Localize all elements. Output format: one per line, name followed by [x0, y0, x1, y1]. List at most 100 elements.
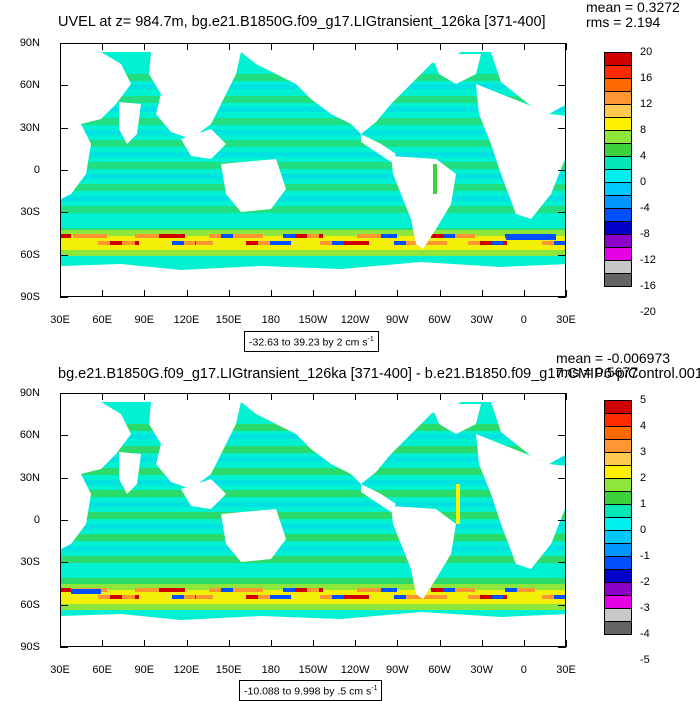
lat-tick-mark: [60, 393, 68, 394]
colorbar-swatch: [604, 78, 632, 92]
lon-tick-mark: [481, 393, 483, 400]
lat-tick-mark: [558, 170, 566, 171]
contour-range: -10.088 to 9.998 by .5 cm s: [244, 685, 372, 698]
acc-streak: [344, 595, 369, 599]
lon-tick-mark: [228, 43, 230, 50]
zonal-band: [61, 502, 565, 507]
contour-range-box: -10.088 to 9.998 by .5 cm s-1: [239, 680, 383, 701]
colorbar-label: -12: [640, 254, 656, 266]
zonal-band: [61, 184, 565, 191]
lon-tick-label: 30E: [50, 664, 70, 676]
lat-tick-label: 60S: [20, 248, 40, 261]
lon-tick-label: 60W: [428, 314, 451, 326]
acc-streak: [455, 588, 475, 592]
lon-tick-mark: [60, 290, 61, 297]
lat-tick-mark: [558, 85, 566, 87]
lon-tick-mark: [144, 290, 146, 297]
acc-streak: [468, 595, 489, 599]
lon-tick-label: 120W: [340, 664, 370, 676]
acc-streak: [320, 241, 333, 245]
colorbar-swatch: [604, 491, 632, 505]
map-frame: [60, 393, 566, 647]
colorbar-swatch: [604, 543, 632, 557]
acc-streak: [233, 234, 263, 238]
lat-tick-mark: [60, 477, 68, 479]
zonal-band: [61, 524, 565, 529]
acc-streak: [505, 588, 517, 592]
lon-tick-mark: [102, 43, 104, 50]
colorbar-swatch: [604, 195, 632, 209]
boundary-current: [433, 164, 437, 194]
colorbar: [604, 400, 632, 635]
map-canvas: [61, 394, 565, 646]
lat-tick-mark: [60, 435, 68, 437]
lon-tick-label: 120W: [340, 314, 370, 326]
acc-streak: [443, 588, 457, 592]
colorbar-swatch: [604, 156, 632, 170]
acc-streak: [320, 595, 333, 599]
colorbar-swatch: [604, 117, 632, 131]
colorbar-swatch: [604, 413, 632, 427]
land-mass: [119, 452, 141, 494]
acc-streak: [381, 234, 397, 238]
acc-streak: [258, 241, 273, 245]
acc-streak: [406, 595, 429, 599]
colorbar-label: 2: [640, 472, 647, 484]
acc-streak: [517, 588, 535, 592]
land-mass: [61, 466, 91, 549]
land-mass: [391, 156, 456, 249]
zonal-band: [61, 490, 565, 497]
lon-tick-mark: [439, 43, 441, 50]
colorbar-swatch: [604, 52, 632, 66]
colorbar-swatch: [604, 169, 632, 183]
lat-tick-mark: [60, 212, 68, 214]
land-mass: [361, 484, 396, 512]
land-mass: [241, 52, 441, 134]
acc-streak: [135, 234, 149, 238]
colorbar-label: -5: [640, 654, 650, 666]
colorbar-swatch: [604, 247, 632, 261]
colorbar-swatch: [604, 595, 632, 609]
colorbar-swatch: [604, 556, 632, 570]
zonal-band: [61, 130, 565, 135]
acc-streak: [209, 234, 227, 238]
colorbar-label: -20: [640, 306, 656, 318]
land-mass: [431, 54, 481, 84]
lon-tick-mark: [186, 640, 188, 647]
acc-streak: [418, 241, 447, 245]
land-mass: [221, 159, 286, 212]
lat-tick-label: 60N: [19, 429, 40, 442]
lon-tick-label: 30E: [50, 314, 70, 326]
lon-tick-mark: [270, 393, 272, 400]
lon-tick-mark: [523, 43, 525, 50]
lon-tick-label: 30E: [556, 314, 576, 326]
lat-tick-mark: [60, 254, 68, 256]
acc-streak: [159, 234, 185, 238]
land-mass: [431, 404, 481, 434]
acc-streak: [554, 241, 565, 245]
colorbar-swatch: [604, 530, 632, 544]
lon-tick-mark: [270, 43, 272, 50]
land-mass: [476, 434, 565, 569]
contour-range-exponent: -1: [371, 685, 378, 692]
colorbar-swatch: [604, 273, 632, 287]
land-mass: [61, 612, 565, 646]
mean-value: mean = 0.3272: [586, 0, 680, 15]
colorbar-swatch: [604, 582, 632, 596]
lon-tick-mark: [60, 43, 61, 50]
acc-streak: [98, 241, 121, 245]
acc-streak: [61, 588, 71, 592]
acc-streak: [394, 595, 411, 599]
lon-tick-mark: [397, 43, 399, 50]
lon-tick-mark: [60, 640, 61, 647]
acc-streak: [98, 595, 121, 599]
acc-streak: [85, 234, 107, 238]
lat-tick-mark: [558, 647, 566, 648]
lat-tick-mark: [558, 127, 566, 129]
acc-streak: [122, 241, 135, 245]
lat-tick-mark: [60, 604, 68, 606]
lon-tick-mark: [566, 640, 567, 647]
acc-streak: [270, 241, 291, 245]
lon-tick-mark: [355, 43, 357, 50]
lon-tick-label: 30E: [556, 664, 576, 676]
